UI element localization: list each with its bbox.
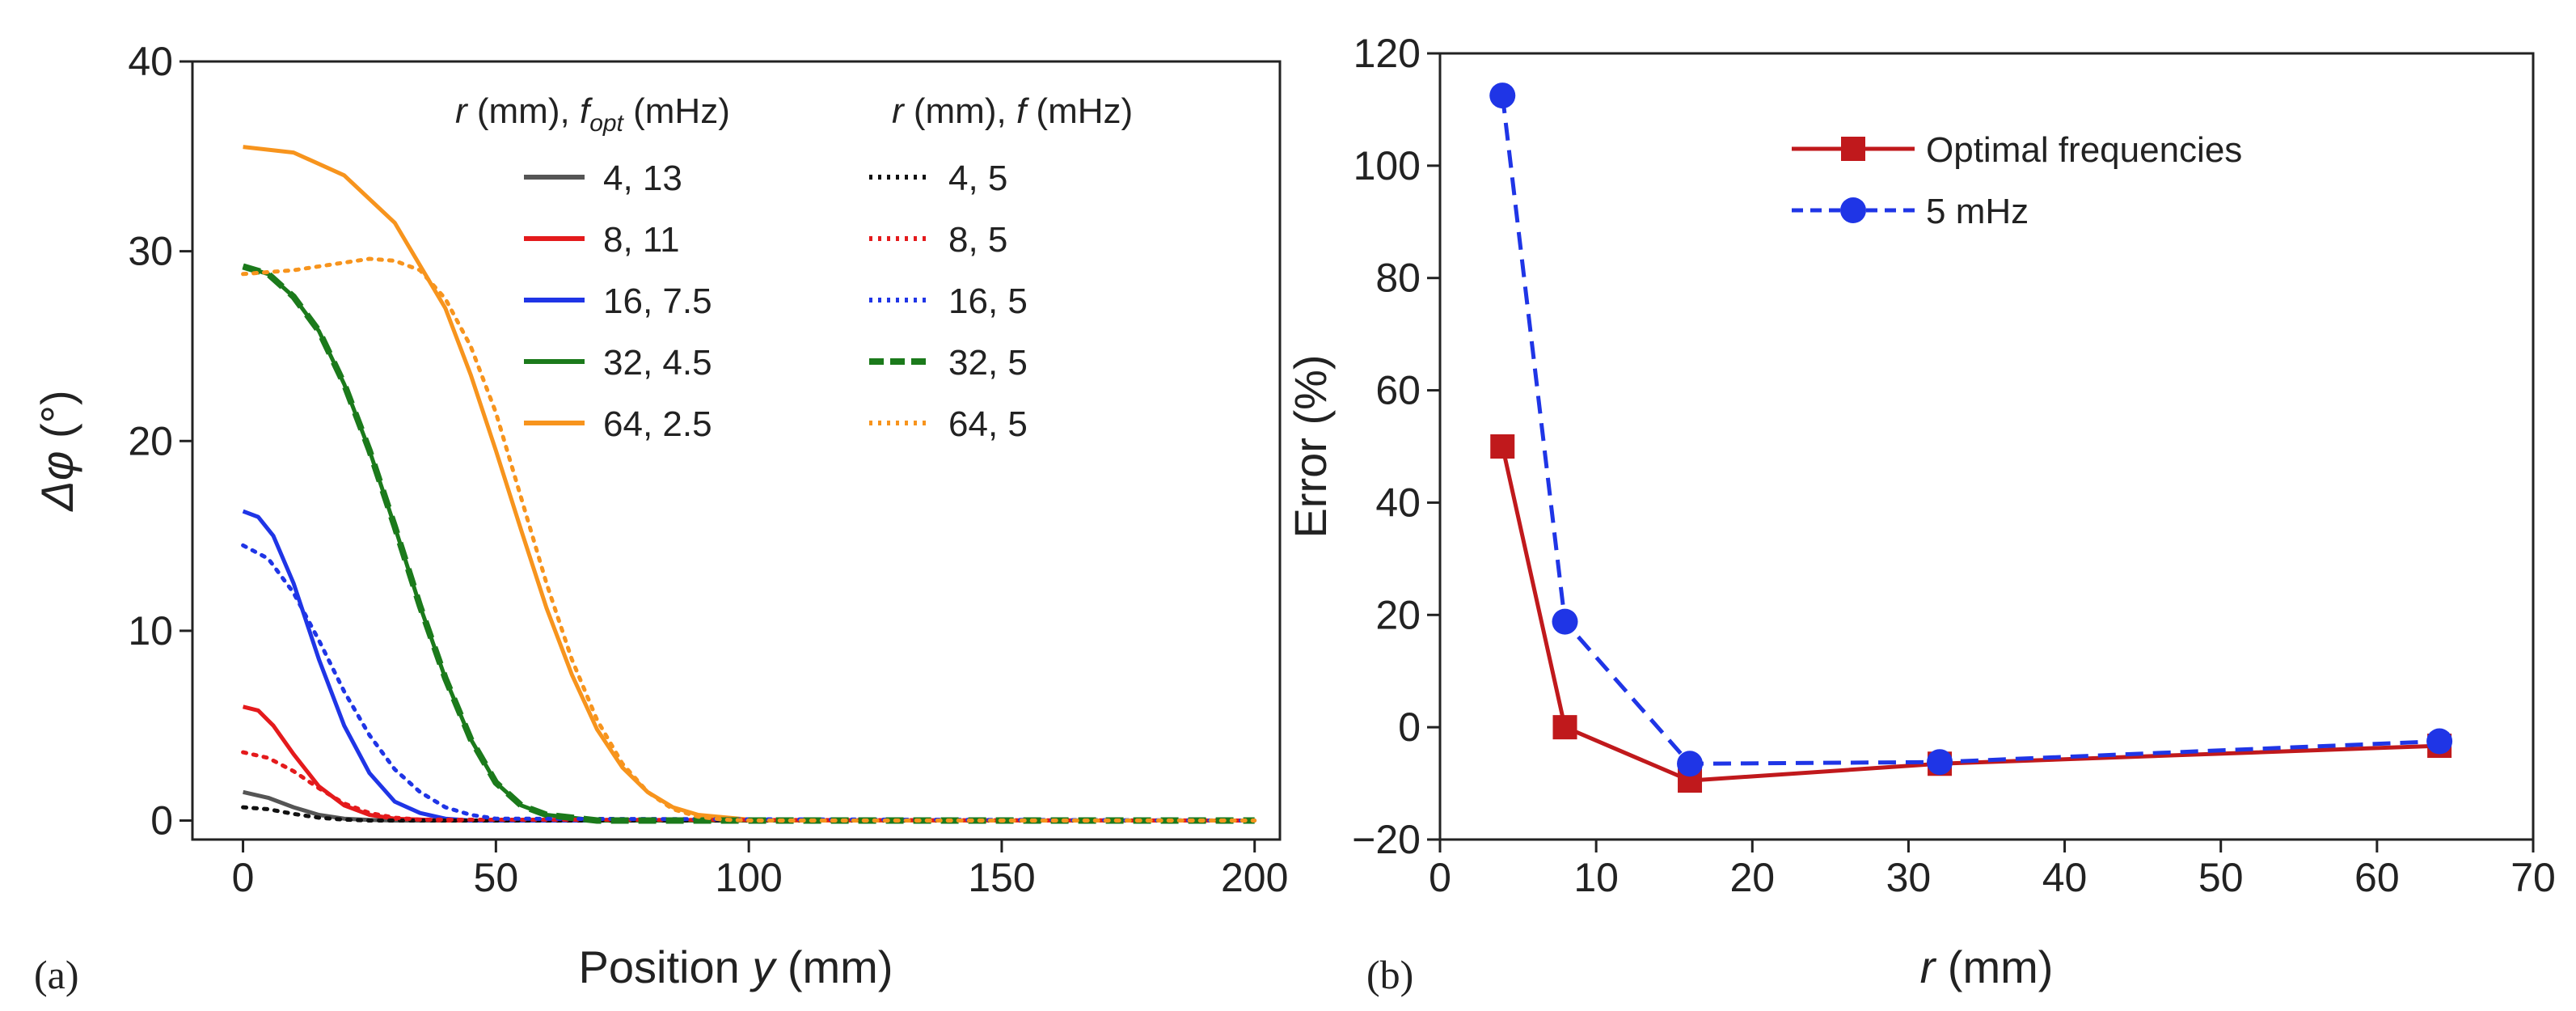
x-tick-label: 60 bbox=[2354, 855, 2400, 900]
x-tick-label: 40 bbox=[2042, 855, 2088, 900]
y-tick-label: −20 bbox=[1352, 817, 1421, 862]
panel-a-ticks bbox=[179, 60, 1256, 852]
y-tick-label: 20 bbox=[1375, 592, 1421, 637]
square-marker bbox=[1552, 715, 1577, 740]
y-tick-label: 40 bbox=[1375, 480, 1421, 525]
x-tick-label: 0 bbox=[232, 855, 255, 900]
x-tick-label: 0 bbox=[1429, 855, 1451, 900]
panel-a-label: (a) bbox=[34, 952, 79, 997]
legend-entry-label: 8, 11 bbox=[603, 220, 680, 260]
x-tick-label: 150 bbox=[968, 855, 1035, 900]
legend-entry-label: Optimal frequencies bbox=[1926, 130, 2242, 170]
legend-entry-label: 5 mHz bbox=[1926, 192, 2029, 231]
panel-b-xlabel: r (mm) bbox=[1920, 941, 2054, 992]
y-tick-label: 100 bbox=[1353, 143, 1421, 188]
series-line bbox=[241, 543, 1257, 823]
panel-a-tick-labels: 0 50 100 150 200 0 10 20 30 40 bbox=[128, 39, 1288, 900]
y-tick-label: 20 bbox=[128, 418, 173, 463]
circle-marker bbox=[2426, 728, 2453, 755]
legend-entry-label: 4, 5 bbox=[948, 159, 1007, 198]
panel-b-frame bbox=[1438, 52, 2535, 841]
series-line bbox=[241, 805, 1257, 823]
legend-entry-label: 16, 7.5 bbox=[603, 281, 712, 321]
x-tick-label: 50 bbox=[2198, 855, 2244, 900]
legend-entry-label: 8, 5 bbox=[948, 220, 1007, 260]
circle-marker bbox=[1489, 82, 1516, 109]
legend-header-f: r (mm), f (mHz) bbox=[892, 91, 1133, 131]
x-tick-label: 100 bbox=[715, 855, 782, 900]
panel-b-ticks bbox=[1427, 52, 2535, 852]
series-line bbox=[242, 263, 1255, 824]
series-line bbox=[241, 256, 1257, 823]
y-tick-label: 80 bbox=[1375, 256, 1421, 301]
panel-a-frame bbox=[191, 60, 1282, 841]
x-tick-label: 50 bbox=[474, 855, 519, 900]
series-line bbox=[242, 509, 1255, 823]
panel-a-legend: r (mm), fopt (mHz) r (mm), f (mHz) 4, 13… bbox=[455, 91, 1133, 444]
x-tick-label: 20 bbox=[1729, 855, 1775, 900]
legend-entry-label: 16, 5 bbox=[948, 281, 1028, 321]
legend-entry-label: 32, 4.5 bbox=[603, 343, 712, 383]
legend-header-opt: r (mm), fopt (mHz) bbox=[455, 91, 730, 137]
panel-b-legend: Optimal frequencies 5 mHz bbox=[1792, 130, 2242, 231]
legend-entry-label: 64, 2.5 bbox=[603, 404, 712, 444]
series-line bbox=[1500, 446, 2440, 783]
legend-entry-label: 64, 5 bbox=[948, 404, 1028, 444]
x-tick-label: 200 bbox=[1221, 855, 1288, 900]
legend-entry-label: 4, 13 bbox=[603, 159, 682, 198]
panel-b-series bbox=[1489, 82, 2453, 793]
panel-a-ylabel: Δφ (°) bbox=[32, 390, 82, 512]
y-tick-label: 10 bbox=[128, 608, 173, 654]
y-tick-label: 30 bbox=[128, 229, 173, 274]
series-line bbox=[242, 264, 1255, 823]
circle-marker bbox=[1927, 749, 1953, 776]
x-tick-label: 30 bbox=[1886, 855, 1932, 900]
legend-circle-marker bbox=[1840, 197, 1866, 223]
panel-a-xlabel: Position y (mm) bbox=[579, 941, 893, 992]
legend-square-marker bbox=[1841, 137, 1865, 161]
y-tick-label: 120 bbox=[1353, 31, 1421, 76]
circle-marker bbox=[1552, 608, 1578, 635]
series-line bbox=[243, 145, 1255, 823]
y-tick-label: 60 bbox=[1375, 368, 1421, 413]
panel-b-label: (b) bbox=[1366, 952, 1413, 997]
x-tick-label: 70 bbox=[2511, 855, 2556, 900]
panel-b-ylabel: Error (%) bbox=[1285, 354, 1336, 538]
y-tick-label: 0 bbox=[1398, 704, 1421, 750]
legend-entry-label: 32, 5 bbox=[948, 343, 1028, 383]
square-marker bbox=[1490, 434, 1515, 459]
y-tick-label: 0 bbox=[150, 798, 173, 844]
y-tick-label: 40 bbox=[128, 39, 173, 84]
panel-a: 0 50 100 150 200 0 10 20 30 40 Position y (mm) Δφ… bbox=[32, 39, 1288, 997]
series-line bbox=[241, 750, 1257, 823]
circle-marker bbox=[1677, 751, 1704, 777]
panel-a-series bbox=[241, 145, 1257, 824]
x-tick-label: 10 bbox=[1573, 855, 1619, 900]
